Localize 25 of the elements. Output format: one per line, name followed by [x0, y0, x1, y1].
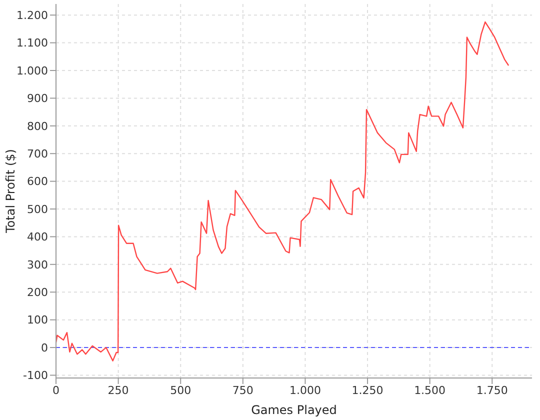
- y-tick-label: 700: [27, 148, 48, 161]
- x-axis-title: Games Played: [251, 403, 337, 417]
- y-tick-label: 100: [27, 314, 48, 327]
- y-tick-label: 200: [27, 286, 48, 300]
- y-tick-label: 1.100: [16, 36, 48, 50]
- y-tick-label: 900: [27, 92, 48, 106]
- y-tick-label: 1.000: [16, 64, 48, 78]
- x-tick-label: 1.750: [476, 384, 508, 397]
- y-tick-label: 500: [27, 202, 48, 216]
- y-tick-label: 0: [41, 341, 48, 354]
- x-tick-label: 250: [108, 384, 129, 397]
- y-tick-label: 600: [27, 175, 48, 188]
- y-tick-label: 300: [27, 258, 48, 272]
- x-tick-label: 500: [170, 384, 192, 397]
- x-tick-label: 1.000: [289, 384, 321, 397]
- x-tick-label: 1.500: [414, 384, 446, 397]
- line-series: [56, 21, 510, 362]
- y-tick-label: 400: [27, 230, 48, 244]
- x-tick-label: 750: [232, 384, 254, 397]
- y-tick-label: 1.200: [16, 8, 48, 22]
- x-tick-label: 1.250: [352, 384, 384, 397]
- y-axis-title: Total Profit ($): [3, 149, 18, 234]
- y-tick-label: 800: [27, 120, 48, 133]
- y-tick-label: -100: [23, 369, 48, 382]
- x-tick-label: 0: [52, 384, 60, 397]
